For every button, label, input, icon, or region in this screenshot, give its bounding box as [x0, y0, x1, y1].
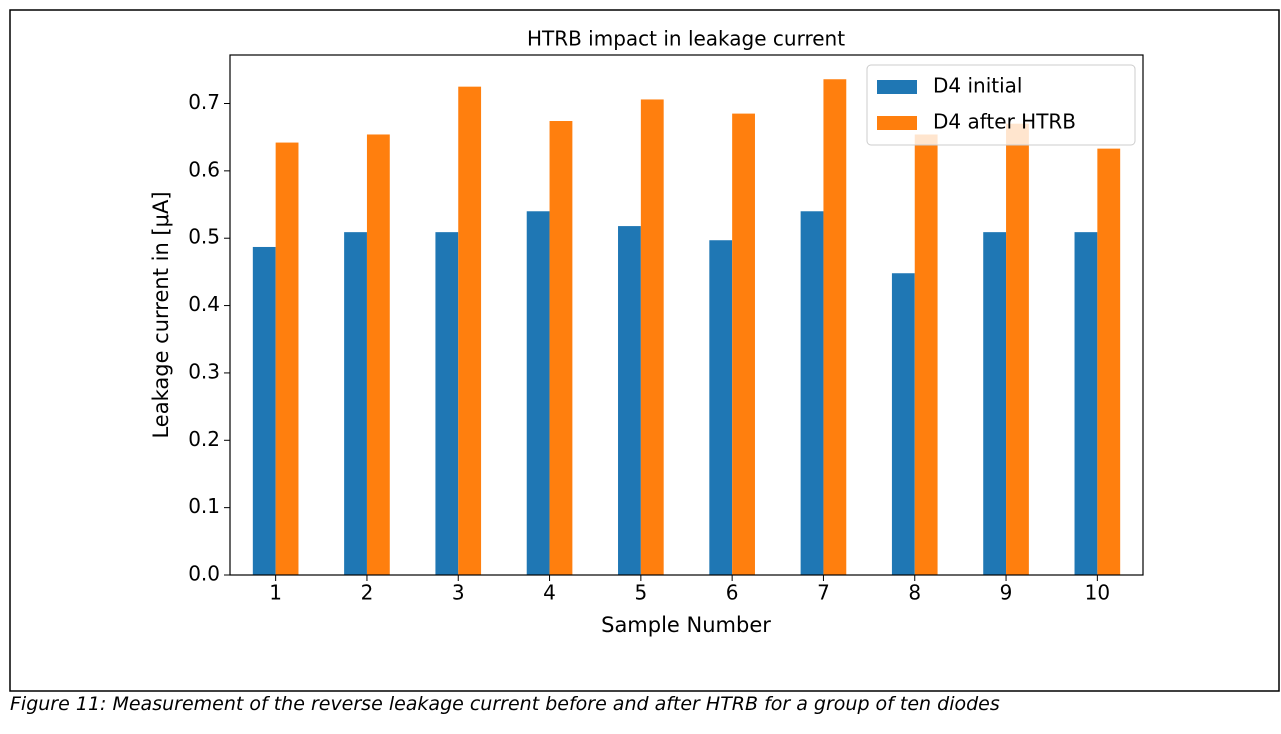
x-tick-label: 10	[1085, 581, 1110, 605]
y-tick-label: 0.2	[188, 427, 220, 451]
bar	[914, 134, 938, 575]
legend-swatch	[877, 116, 917, 130]
x-tick-label: 7	[817, 581, 830, 605]
bar	[275, 142, 299, 576]
x-tick-label: 6	[726, 581, 739, 605]
x-tick-label: 9	[1000, 581, 1013, 605]
bar	[366, 134, 390, 575]
legend-swatch	[877, 80, 917, 94]
x-tick-label: 1	[269, 581, 282, 605]
bar	[549, 121, 573, 575]
x-tick-label: 2	[361, 581, 374, 605]
y-tick-label: 0.4	[188, 292, 220, 316]
bar	[435, 232, 459, 575]
bar	[983, 232, 1007, 575]
x-tick-label: 4	[543, 581, 556, 605]
legend-box	[866, 64, 1136, 146]
bar	[618, 226, 641, 576]
bar	[891, 273, 915, 575]
y-tick-label: 0.5	[188, 225, 220, 249]
bar	[800, 211, 824, 576]
y-tick-label: 0.0	[188, 562, 220, 586]
plot-frame	[229, 54, 1144, 576]
legend-label: D4 initial	[933, 74, 1022, 98]
bar	[344, 232, 367, 575]
caption: Figure 11: Measurement of the reverse le…	[10, 693, 1000, 715]
bar	[1097, 148, 1121, 575]
bar	[640, 99, 664, 575]
y-tick-label: 0.3	[188, 359, 220, 383]
bar	[732, 113, 755, 575]
y-tick-label: 0.1	[188, 494, 220, 518]
x-tick-label: 5	[634, 581, 647, 605]
x-axis-label: Sample Number	[601, 613, 771, 637]
bar	[458, 86, 482, 576]
legend-label: D4 after HTRB	[933, 110, 1076, 134]
figure-border	[9, 9, 1280, 692]
y-axis-label: Leakage current in [μA]	[149, 191, 173, 438]
y-tick-label: 0.7	[188, 90, 220, 114]
bar	[526, 211, 550, 576]
bar	[252, 246, 276, 575]
bar	[1074, 232, 1098, 575]
bar	[1006, 123, 1029, 576]
chart-title: HTRB impact in leakage current	[527, 27, 845, 51]
y-tick-label: 0.6	[188, 157, 220, 181]
bar	[823, 79, 847, 575]
x-tick-label: 8	[908, 581, 921, 605]
bar	[709, 240, 733, 575]
x-tick-label: 3	[452, 581, 465, 605]
